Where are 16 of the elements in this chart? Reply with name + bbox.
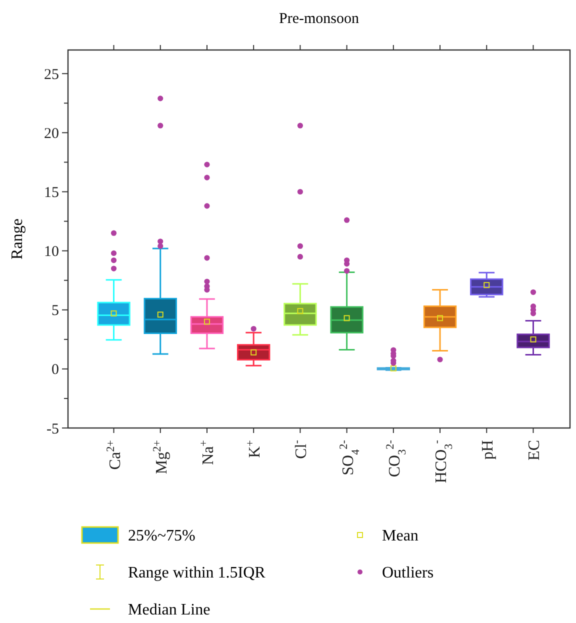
y-tick-label: 15 <box>44 185 59 201</box>
y-tick-label: 0 <box>52 362 59 378</box>
y-tick-label: -5 <box>46 421 59 438</box>
legend-label: 25%~75% <box>128 528 196 545</box>
x-tick-label: EC <box>526 440 544 460</box>
y-axis-title: Range <box>9 218 26 260</box>
legend-label: Outliers <box>382 564 434 582</box>
text: Range within 1.5IQR <box>128 564 266 582</box>
text: Median Line <box>128 602 210 619</box>
y-tick-label: 5 <box>52 303 59 320</box>
x-tick-label: pH <box>480 440 497 460</box>
y-tick-label: 25 <box>44 66 59 83</box>
y-tick-label: 10 <box>44 244 59 260</box>
text: Mean <box>382 528 418 545</box>
chart-title: Pre-monsoon <box>279 11 360 27</box>
y-tick-label: 20 <box>44 126 59 142</box>
